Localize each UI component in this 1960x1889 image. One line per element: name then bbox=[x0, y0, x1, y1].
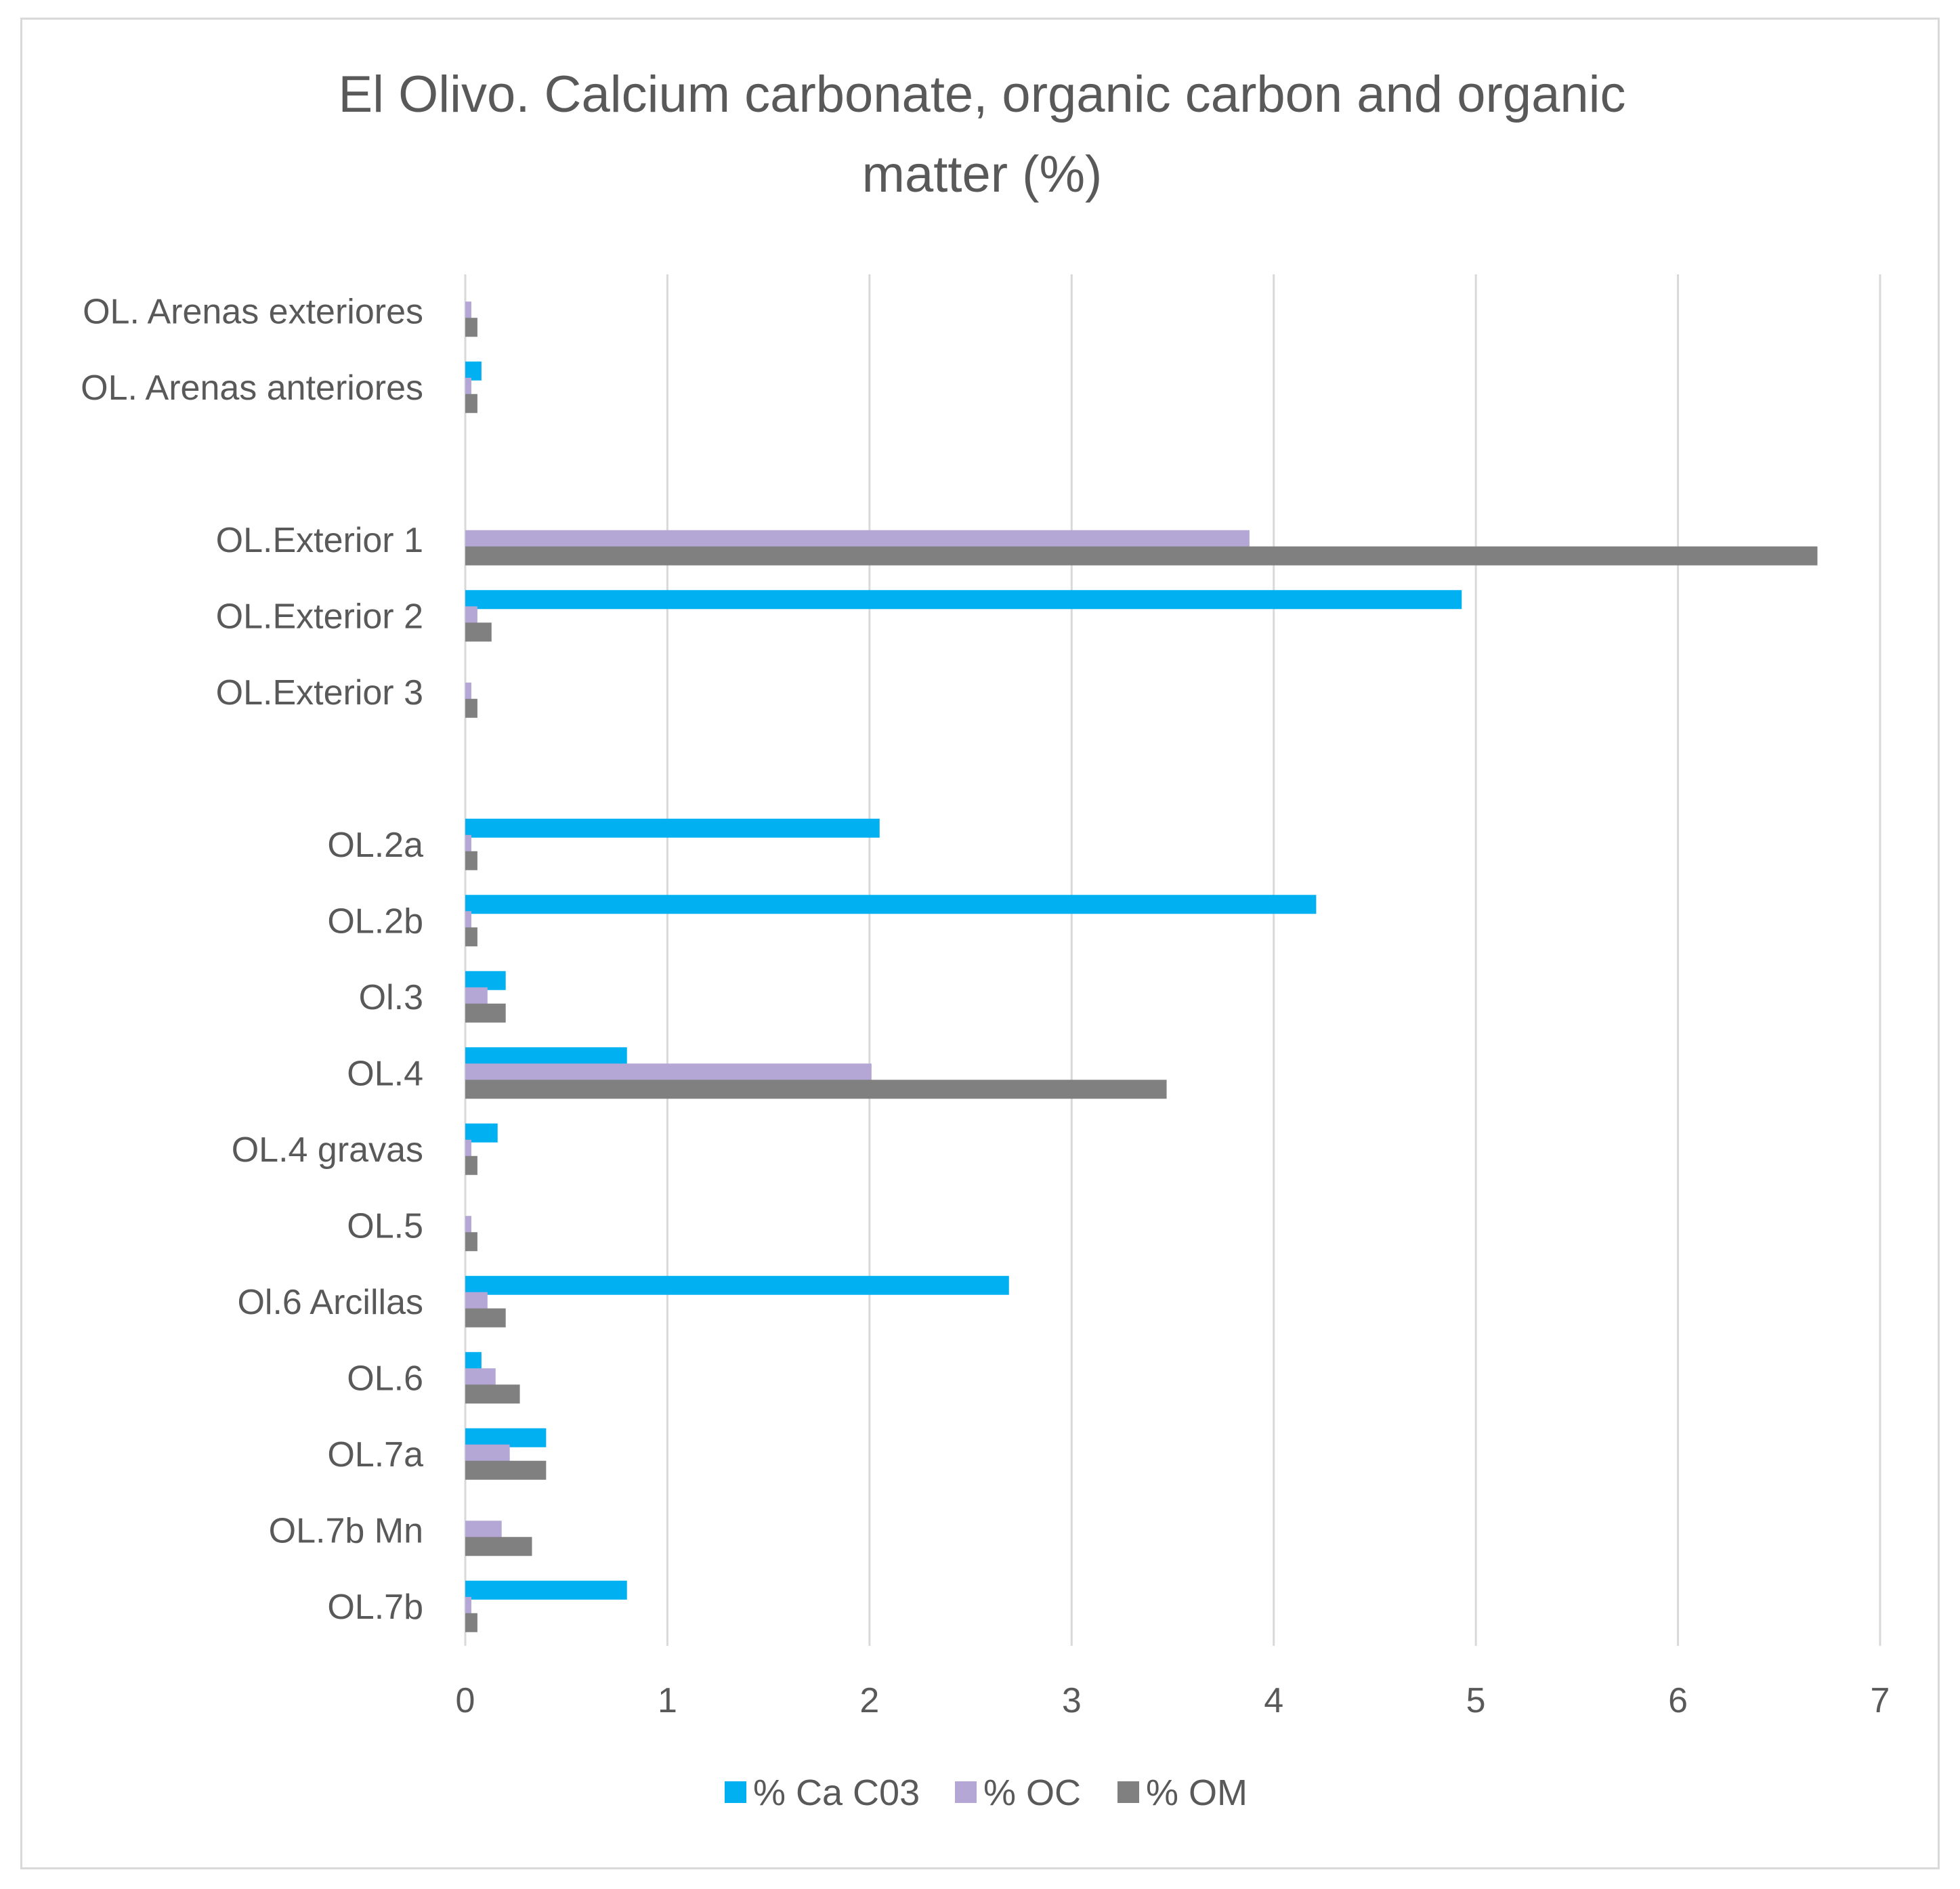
bar-15-series-0 bbox=[465, 1428, 547, 1447]
bar-7-series-1 bbox=[465, 834, 471, 854]
bar-1-series-2 bbox=[465, 394, 477, 413]
category-label-16: OL.7b Mn bbox=[269, 1511, 423, 1550]
legend-label-2: % OM bbox=[1146, 1773, 1248, 1813]
x-tick-label-7: 7 bbox=[1871, 1681, 1890, 1720]
category-label-5: OL.Exterior 3 bbox=[216, 673, 423, 713]
chart-title: El Olivo. Calcium carbonate, organic car… bbox=[338, 66, 1625, 203]
bar-15-series-2 bbox=[465, 1460, 547, 1480]
category-labels: OL. Arenas exteriores OL. Arenas anterior… bbox=[81, 292, 423, 1627]
x-tick-label-0: 0 bbox=[456, 1681, 475, 1720]
category-label-13: Ol.6 Arcillas bbox=[237, 1283, 423, 1322]
bar-10-series-1 bbox=[465, 1063, 872, 1083]
category-label-12: OL.5 bbox=[347, 1206, 423, 1246]
bar-4-series-0 bbox=[465, 590, 1462, 610]
bar-7-series-2 bbox=[465, 851, 477, 870]
bar-8-series-1 bbox=[465, 911, 471, 931]
bar-16-series-1 bbox=[465, 1521, 502, 1540]
legend-label-0: % Ca C03 bbox=[753, 1773, 920, 1813]
x-tick-label-4: 4 bbox=[1264, 1681, 1283, 1720]
x-tick-label-1: 1 bbox=[658, 1681, 677, 1720]
bar-1-series-1 bbox=[465, 377, 471, 397]
bar-7-series-0 bbox=[465, 818, 880, 838]
bar-13-series-2 bbox=[465, 1308, 506, 1328]
bar-17-series-2 bbox=[465, 1613, 477, 1632]
bars bbox=[465, 301, 1818, 1632]
bar-3-series-1 bbox=[465, 530, 1250, 549]
bar-8-series-0 bbox=[465, 895, 1317, 914]
category-label-9: Ol.3 bbox=[359, 978, 423, 1017]
bar-9-series-2 bbox=[465, 1003, 506, 1023]
bar-12-series-1 bbox=[465, 1216, 471, 1235]
category-label-3: OL.Exterior 1 bbox=[216, 521, 423, 560]
category-label-4: OL.Exterior 2 bbox=[216, 597, 423, 636]
category-label-1: OL. Arenas anteriores bbox=[81, 368, 423, 408]
bar-10-series-2 bbox=[465, 1080, 1167, 1099]
bar-14-series-0 bbox=[465, 1352, 482, 1372]
chart-title-line-1: El Olivo. Calcium carbonate, organic car… bbox=[338, 66, 1625, 123]
bar-5-series-2 bbox=[465, 698, 477, 718]
bar-0-series-2 bbox=[465, 318, 477, 337]
bar-13-series-1 bbox=[465, 1292, 488, 1311]
category-label-14: OL.6 bbox=[347, 1359, 423, 1398]
bar-13-series-0 bbox=[465, 1275, 1009, 1295]
category-label-15: OL.7a bbox=[327, 1435, 423, 1474]
legend-swatch-1 bbox=[955, 1781, 977, 1803]
category-label-8: OL.2b bbox=[327, 901, 423, 941]
gridlines bbox=[464, 274, 1881, 1646]
bar-14-series-2 bbox=[465, 1384, 520, 1404]
bar-12-series-2 bbox=[465, 1232, 477, 1252]
bar-11-series-1 bbox=[465, 1139, 471, 1159]
category-label-7: OL.2a bbox=[327, 826, 423, 865]
bar-4-series-2 bbox=[465, 622, 492, 642]
bar-5-series-1 bbox=[465, 682, 471, 702]
category-label-10: OL.4 bbox=[347, 1054, 423, 1093]
bar-11-series-2 bbox=[465, 1155, 477, 1175]
x-tick-label-6: 6 bbox=[1668, 1681, 1688, 1720]
legend-swatch-0 bbox=[725, 1781, 746, 1803]
bar-1-series-0 bbox=[465, 361, 482, 381]
bar-16-series-2 bbox=[465, 1537, 532, 1556]
x-tick-label-2: 2 bbox=[859, 1681, 879, 1720]
x-tick-label-3: 3 bbox=[1062, 1681, 1082, 1720]
bar-17-series-0 bbox=[465, 1580, 627, 1600]
category-label-17: OL.7b bbox=[327, 1588, 423, 1627]
category-label-0: OL. Arenas exteriores bbox=[83, 292, 423, 331]
bar-11-series-0 bbox=[465, 1123, 498, 1143]
legend: % Ca C03 % OC % OM bbox=[725, 1773, 1248, 1813]
bar-8-series-2 bbox=[465, 927, 477, 947]
bar-15-series-1 bbox=[465, 1444, 510, 1464]
chart-title-line-2: matter (%) bbox=[862, 146, 1103, 203]
x-tick-labels: 0 1 2 3 4 5 6 7 bbox=[456, 1681, 1890, 1720]
bar-0-series-1 bbox=[465, 301, 471, 321]
chart-frame bbox=[20, 18, 1940, 1869]
x-tick-label-5: 5 bbox=[1466, 1681, 1486, 1720]
bar-10-series-0 bbox=[465, 1047, 627, 1067]
legend-swatch-2 bbox=[1117, 1781, 1139, 1803]
category-label-11: OL.4 gravas bbox=[232, 1130, 423, 1170]
bar-14-series-1 bbox=[465, 1368, 496, 1388]
bar-9-series-0 bbox=[465, 971, 506, 990]
legend-label-1: % OC bbox=[983, 1773, 1081, 1813]
bar-17-series-1 bbox=[465, 1596, 471, 1616]
bar-3-series-2 bbox=[465, 546, 1818, 566]
bar-4-series-1 bbox=[465, 606, 477, 626]
bar-9-series-1 bbox=[465, 987, 488, 1006]
